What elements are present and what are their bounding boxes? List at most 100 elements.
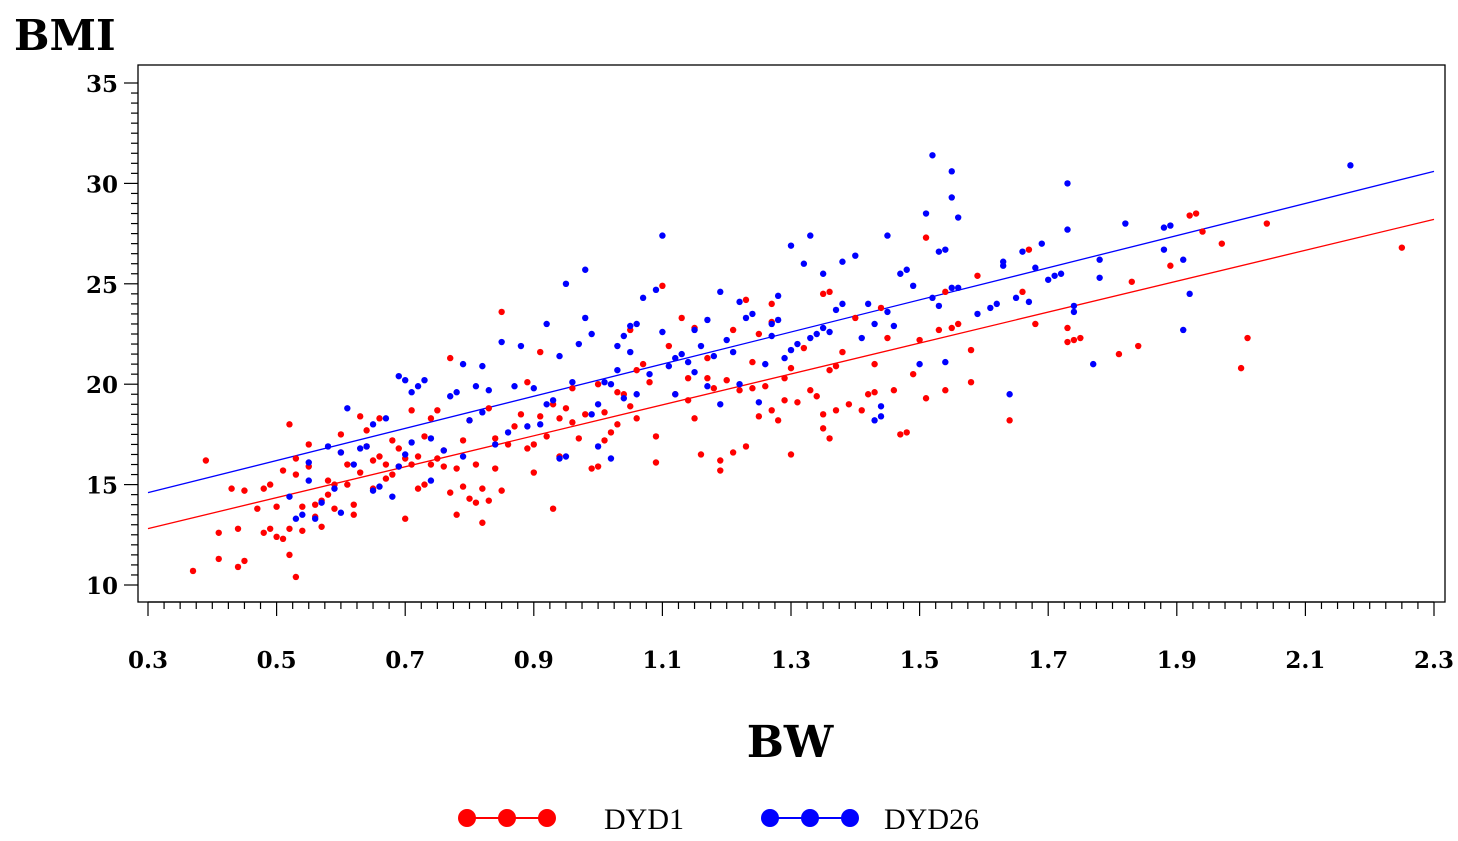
- point-dyd26: [1347, 162, 1354, 169]
- point-dyd1: [311, 501, 319, 508]
- point-dyd26: [697, 342, 705, 350]
- point-dyd26: [929, 152, 936, 159]
- legend-marker: [498, 809, 516, 827]
- point-dyd1: [395, 445, 402, 452]
- point-dyd26: [768, 320, 775, 328]
- point-dyd26: [935, 248, 943, 255]
- point-dyd1: [459, 437, 467, 444]
- point-dyd1: [549, 505, 557, 512]
- point-dyd1: [691, 415, 698, 422]
- point-dyd26: [530, 385, 537, 392]
- point-dyd1: [350, 501, 357, 508]
- data-points: [189, 152, 1406, 581]
- point-dyd1: [787, 364, 795, 372]
- plot-frame: [137, 64, 1446, 603]
- point-dyd26: [852, 252, 859, 259]
- point-dyd1: [427, 461, 435, 468]
- point-dyd26: [819, 324, 827, 332]
- plot-area: [137, 64, 1446, 603]
- point-dyd1: [241, 487, 248, 494]
- point-dyd26: [864, 300, 872, 308]
- point-dyd26: [890, 322, 898, 330]
- point-dyd1: [299, 503, 306, 510]
- point-dyd26: [871, 417, 878, 424]
- point-dyd1: [292, 455, 300, 462]
- point-dyd26: [832, 306, 840, 314]
- point-dyd1: [935, 326, 943, 334]
- legend-marker: [801, 809, 819, 827]
- point-dyd26: [742, 314, 750, 322]
- point-dyd26: [749, 310, 756, 318]
- point-dyd26: [762, 360, 769, 368]
- point-dyd26: [601, 378, 608, 386]
- point-dyd26: [948, 194, 955, 201]
- legend-marker: [538, 809, 556, 827]
- point-dyd26: [787, 346, 795, 354]
- point-dyd26: [639, 294, 647, 302]
- point-dyd1: [447, 354, 454, 362]
- point-dyd1: [1218, 240, 1226, 247]
- point-dyd26: [414, 383, 422, 390]
- point-dyd1: [774, 417, 782, 424]
- point-dyd1: [845, 401, 853, 408]
- point-dyd1: [1244, 334, 1251, 342]
- point-dyd1: [421, 481, 428, 488]
- x-tick-label: 0.5: [257, 647, 297, 674]
- y-axis: 10 15 20 25 30 35: [86, 71, 138, 600]
- point-dyd1: [755, 413, 763, 420]
- point-dyd1: [627, 403, 634, 410]
- point-dyd1: [884, 334, 891, 342]
- point-dyd26: [672, 354, 679, 362]
- point-dyd1: [479, 485, 486, 492]
- point-dyd26: [543, 320, 550, 328]
- legend-label: DYD26: [884, 803, 979, 836]
- point-dyd1: [717, 467, 724, 474]
- point-dyd1: [684, 374, 692, 382]
- point-dyd26: [704, 316, 711, 324]
- point-dyd1: [684, 397, 692, 404]
- point-dyd1: [434, 455, 441, 462]
- point-dyd26: [305, 459, 312, 466]
- point-dyd1: [852, 314, 859, 322]
- point-dyd1: [755, 330, 763, 338]
- point-dyd1: [511, 423, 518, 430]
- x-tick-label: 2.1: [1285, 647, 1325, 674]
- point-dyd26: [427, 477, 435, 484]
- point-dyd26: [781, 354, 788, 362]
- point-dyd1: [440, 463, 447, 470]
- point-dyd26: [627, 348, 634, 356]
- y-tick-label: 35: [86, 71, 118, 98]
- point-dyd26: [395, 372, 402, 380]
- point-dyd1: [569, 385, 576, 392]
- point-dyd1: [485, 405, 492, 412]
- point-dyd26: [839, 258, 846, 265]
- point-dyd26: [524, 423, 531, 430]
- point-dyd1: [427, 415, 435, 422]
- point-dyd1: [562, 405, 570, 412]
- point-dyd1: [376, 453, 383, 460]
- point-dyd26: [684, 358, 692, 366]
- point-dyd1: [382, 461, 390, 468]
- point-dyd1: [530, 469, 537, 476]
- point-dyd26: [659, 328, 666, 336]
- point-dyd26: [459, 360, 467, 368]
- point-dyd26: [1186, 290, 1193, 298]
- point-dyd1: [729, 326, 737, 334]
- point-dyd26: [408, 389, 415, 396]
- point-dyd26: [607, 455, 615, 462]
- point-dyd1: [524, 445, 531, 452]
- point-dyd26: [402, 376, 409, 384]
- legend-marker: [458, 809, 476, 827]
- point-dyd26: [1019, 248, 1026, 255]
- point-dyd26: [787, 242, 795, 249]
- point-dyd26: [556, 455, 563, 462]
- point-dyd1: [832, 407, 840, 414]
- point-dyd1: [897, 431, 904, 438]
- point-dyd1: [382, 475, 390, 482]
- point-dyd1: [1032, 320, 1039, 328]
- point-dyd26: [337, 449, 345, 456]
- point-dyd1: [942, 288, 949, 296]
- point-dyd26: [1045, 276, 1052, 283]
- point-dyd1: [954, 320, 962, 328]
- point-dyd1: [948, 324, 955, 332]
